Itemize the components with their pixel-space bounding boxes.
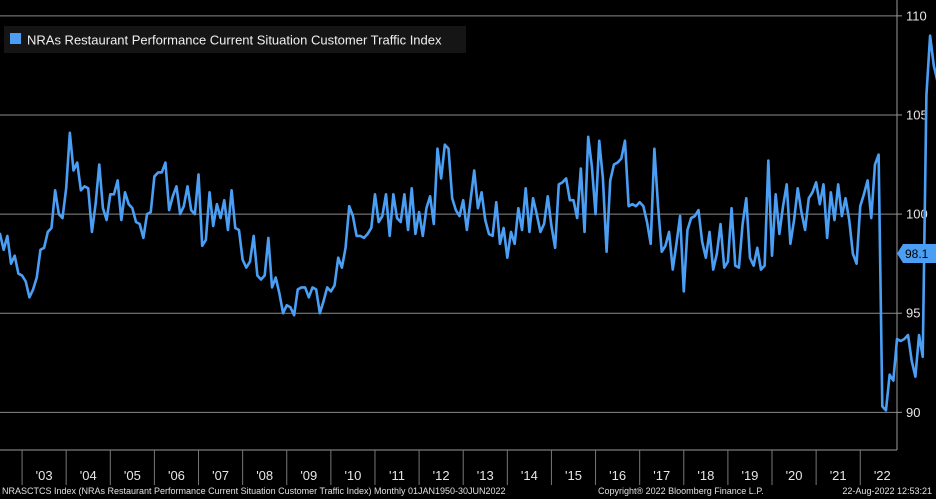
x-tick-label-2017: '17 bbox=[653, 468, 670, 483]
x-tick-label-2022: '22 bbox=[874, 468, 891, 483]
x-tick-label-2014: '14 bbox=[521, 468, 538, 483]
x-tick-label-2016: '16 bbox=[609, 468, 626, 483]
x-tick-label-2006: '06 bbox=[168, 468, 185, 483]
footer-copyright: Copyright® 2022 Bloomberg Finance L.P. bbox=[598, 486, 764, 496]
x-tick-label-2020: '20 bbox=[786, 468, 803, 483]
x-tick-label-2021: '21 bbox=[830, 468, 847, 483]
x-tick-label-2009: '09 bbox=[300, 468, 317, 483]
x-axis: '03 '04 '05 '06 '07 '08 '09 '10 '11 '12 '13 '14 '15 '… bbox=[0, 449, 897, 485]
x-tick-label-2011: '11 bbox=[389, 468, 405, 483]
y-tick-label-105: 105 bbox=[906, 107, 928, 122]
x-tick-label-2013: '13 bbox=[477, 468, 494, 483]
y-tick-label-95: 95 bbox=[906, 306, 920, 321]
x-tick-label-2008: '08 bbox=[256, 468, 273, 483]
x-tick-label-2012: '12 bbox=[433, 468, 450, 483]
legend-label: NRAs Restaurant Performance Current Situ… bbox=[27, 33, 442, 48]
last-value-text: 98.1 bbox=[905, 247, 929, 261]
legend-box bbox=[4, 26, 466, 53]
x-tick-label-2015: '15 bbox=[565, 468, 582, 483]
x-tick-label-2018: '18 bbox=[697, 468, 714, 483]
x-tick-label-2010: '10 bbox=[344, 468, 361, 483]
y-tick-label-100: 100 bbox=[906, 207, 928, 222]
legend: NRAs Restaurant Performance Current Situ… bbox=[4, 26, 466, 53]
series-layer bbox=[0, 34, 936, 412]
x-tick-label-2003: '03 bbox=[36, 468, 53, 483]
legend-swatch bbox=[10, 33, 21, 44]
last-value-badge bbox=[897, 244, 936, 263]
footer-timestamp: 22-Aug-2022 12:53:21 bbox=[842, 486, 932, 496]
x-tick-label-2019: '19 bbox=[741, 468, 758, 483]
series-line-customer-traffic bbox=[0, 34, 936, 412]
x-tick-label-2005: '05 bbox=[124, 468, 141, 483]
last-value-label: 98.1 bbox=[897, 244, 936, 263]
footer-ticker-description: NRASCTCS Index (NRAs Restaurant Performa… bbox=[2, 486, 506, 496]
x-tick-label-2007: '07 bbox=[212, 468, 229, 483]
y-tick-label-110: 110 bbox=[906, 8, 927, 23]
x-tick-label-2004: '04 bbox=[80, 468, 97, 483]
y-axis: 90 95 100 105 110 bbox=[896, 0, 928, 450]
y-tick-label-90: 90 bbox=[906, 405, 920, 420]
